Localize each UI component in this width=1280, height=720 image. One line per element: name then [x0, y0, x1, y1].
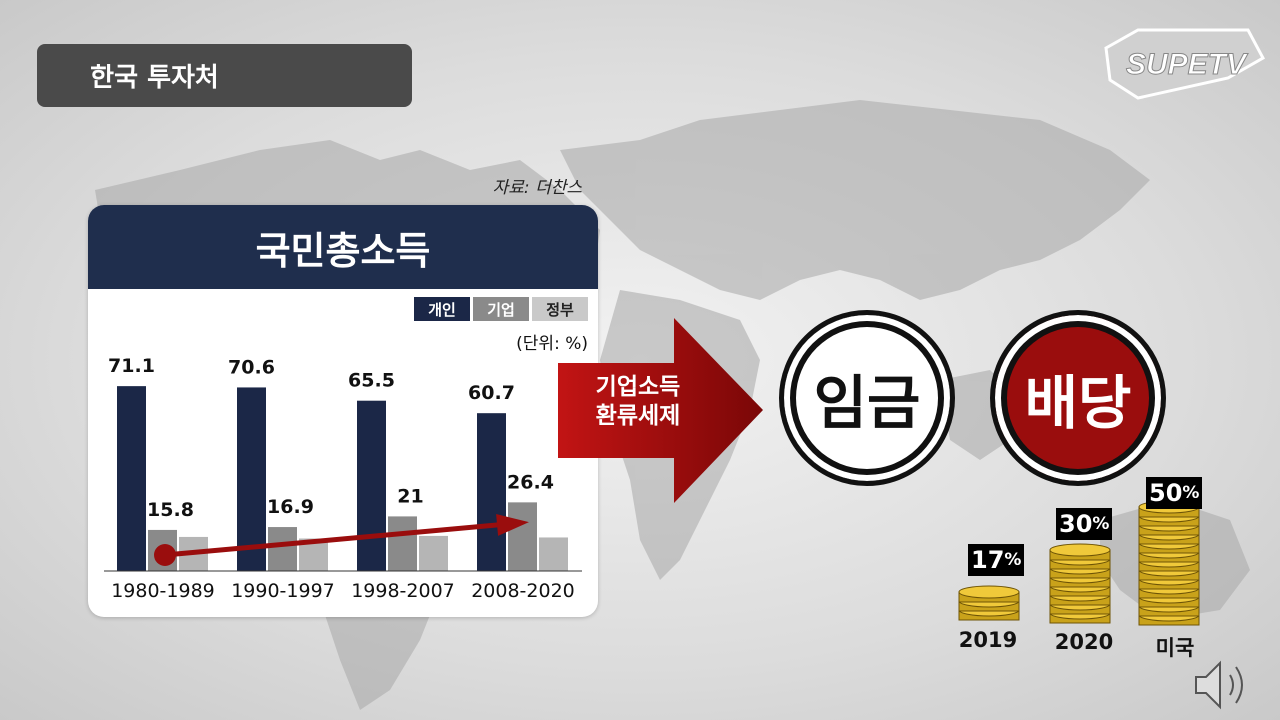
legend-individual: 개인: [414, 297, 470, 321]
chart-legend: 개인 기업 정부: [414, 297, 588, 321]
data-label-0-1: 70.6: [228, 356, 275, 378]
year-label-2019: 2019: [958, 628, 1018, 652]
wage-circle: 임금: [779, 310, 955, 486]
supetv-logo: SUPETV: [1104, 28, 1266, 100]
pct-badge-us: 50%: [1146, 477, 1203, 509]
data-label-0-2: 65.5: [348, 370, 395, 392]
data-label-1-1: 16.9: [267, 496, 314, 518]
bar-1-2: [388, 516, 417, 571]
arrow-label-line1: 기업소득: [595, 374, 681, 400]
coin-0-2: [958, 585, 1020, 603]
gni-bar-chart: 71.1 15.8 1980-1989 70.6 16.9 1990-1997 65.5 21…: [104, 355, 582, 602]
data-label-0-3: 60.7: [468, 382, 515, 404]
pct-value-2019: 17: [971, 546, 1005, 574]
trend-line: [164, 520, 520, 558]
dividend-circle: 배당: [990, 310, 1166, 486]
trend-arrowhead: [496, 514, 529, 536]
data-label-0-0: 71.1: [108, 355, 155, 377]
chart-title: 국민총소득: [88, 205, 598, 289]
pct-sign-us: %: [1182, 483, 1200, 503]
pct-sign-2019: %: [1004, 550, 1022, 570]
x-tick-1: 1990-1997: [231, 580, 335, 602]
x-tick-2: 1998-2007: [351, 580, 455, 602]
data-label-1-2: 21: [397, 485, 423, 507]
bar-0-1: [237, 387, 266, 571]
x-tick-0: 1980-1989: [111, 580, 215, 602]
pct-value-us: 50: [1149, 479, 1183, 507]
year-label-2020: 2020: [1054, 630, 1114, 654]
data-label-1-3: 26.4: [507, 471, 554, 493]
source-note: 자료: 더찬스: [492, 178, 582, 198]
bar-1-3: [508, 502, 537, 571]
bar-0-3: [477, 413, 506, 571]
year-label-us: 미국: [1155, 636, 1195, 660]
pct-badge-2020: 30%: [1056, 508, 1113, 540]
bar-0-2: [357, 400, 386, 571]
data-label-1-0: 15.8: [147, 499, 194, 521]
flow-arrow: [558, 318, 763, 503]
bar-2-2: [419, 535, 448, 571]
pct-sign-2020: %: [1092, 514, 1110, 534]
legend-corporate: 기업: [473, 297, 529, 321]
bar-0-0: [117, 386, 146, 571]
arrow-label: 기업소득 환류세제: [563, 373, 713, 431]
legend-government: 정부: [532, 297, 588, 321]
section-tag: 한국 투자처: [37, 44, 412, 107]
coin-1-7: [1049, 543, 1111, 561]
x-tick-3: 2008-2020: [471, 580, 575, 602]
coin-stacks: [958, 500, 1200, 626]
bar-2-3: [539, 537, 568, 571]
pct-value-2020: 30: [1059, 510, 1093, 538]
pct-badge-2019: 17%: [968, 544, 1025, 576]
trend-start-dot: [154, 544, 176, 566]
unit-label: (단위: %): [516, 334, 588, 354]
bar-1-1: [268, 527, 297, 571]
gni-chart-panel: 국민총소득 개인 기업 정부 (단위: %) 71.1 15.8 1980-1989…: [88, 205, 598, 617]
logo-text: SUPETV: [1126, 48, 1249, 81]
speaker-icon[interactable]: [1190, 655, 1256, 715]
arrow-label-line2: 환류세제: [595, 403, 681, 429]
